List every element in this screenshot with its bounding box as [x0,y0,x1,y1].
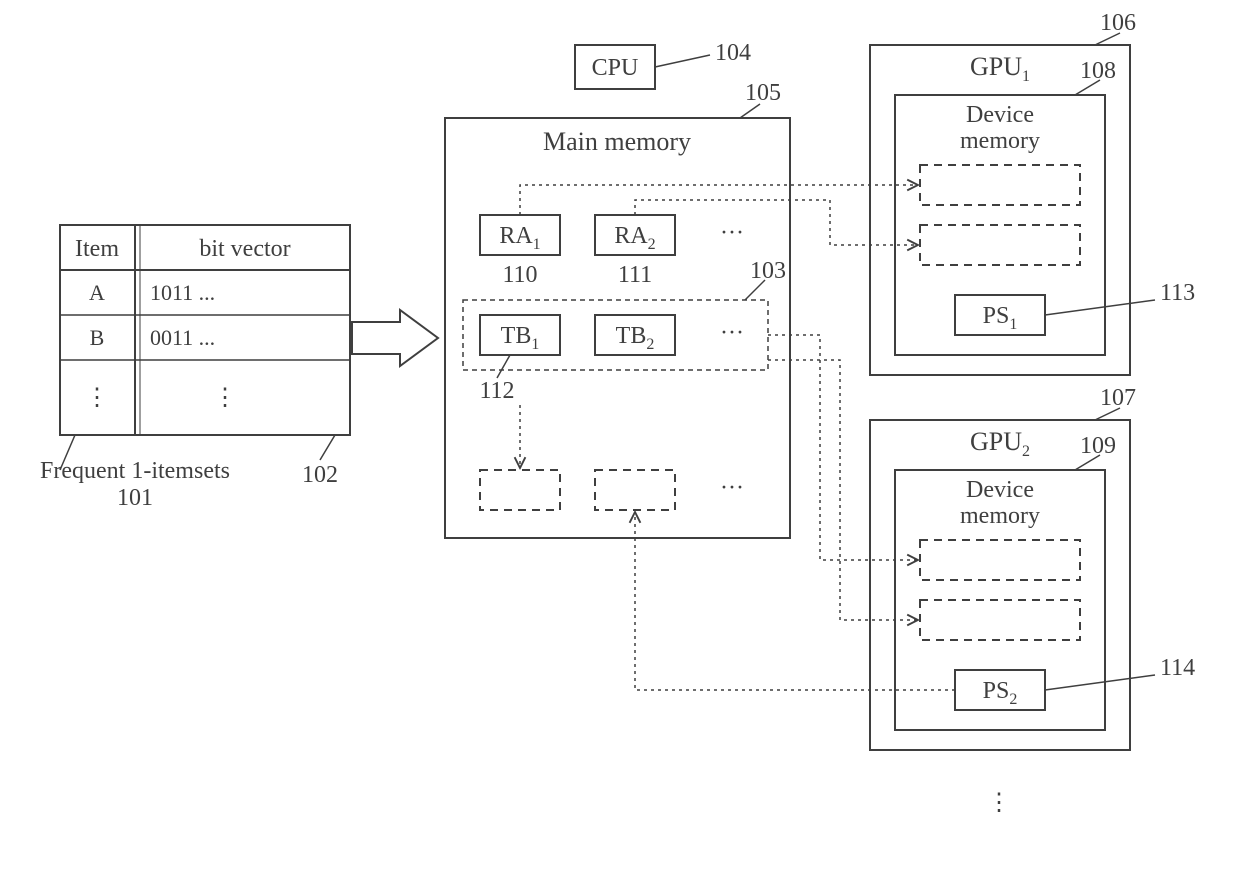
gpu1-devmem-title-2: memory [960,128,1040,154]
ra1-ref: 110 [502,262,537,288]
gpu2-ref: 107 [1100,385,1136,411]
ps2-ref: 114 [1160,655,1195,681]
ellipsis-icon: ··· [720,320,744,346]
gpu2-devmem-title-1: Device [966,477,1034,503]
cpu-ref: 104 [715,40,751,66]
vdots-icon: ⋮ [213,385,237,411]
main-memory-title: Main memory [543,127,691,156]
table-row: B [90,325,105,350]
tb-group-ref: 103 [750,258,786,284]
gpu1-devmem-title-1: Device [966,102,1034,128]
table-row: A [89,280,105,305]
gpu2-block: GPU2 107 Device memory 109 PS2 114 ⋮ [870,385,1195,816]
cpu-label: CPU [592,55,639,81]
gpu1-devmem-ref: 108 [1080,58,1116,84]
table-header-vector: bit vector [199,236,290,262]
table-ref-right: 102 [302,462,338,488]
ra2-ref: 111 [618,262,652,288]
gpu1-ref: 106 [1100,10,1136,36]
table-row: 1011 ... [150,280,215,305]
gpu2-title: GPU2 [970,427,1030,460]
main-memory-block: Main memory 105 RA1 110 RA2 111 ··· 103 … [445,80,790,538]
itemset-table: Item bit vector A 1011 ... B 0011 ... ⋮ … [40,225,350,511]
gpu2-devmem-title-2: memory [960,503,1040,529]
gpu1-block: GPU1 106 Device memory 108 PS1 113 [870,10,1195,375]
gpu2-devmem-ref: 109 [1080,433,1116,459]
gpu1-title: GPU1 [970,52,1030,85]
tb1-ref: 112 [479,378,514,404]
cpu-block: CPU 104 [575,40,751,89]
table-ref-left: 101 [117,485,153,511]
vdots-icon: ⋮ [85,385,109,411]
ps1-ref: 113 [1160,280,1195,306]
main-memory-ref: 105 [745,80,781,106]
table-header-item: Item [75,236,119,262]
table-row: 0011 ... [150,325,215,350]
ellipsis-icon: ··· [720,220,744,246]
vdots-icon: ⋮ [987,790,1013,816]
table-caption: Frequent 1-itemsets [40,458,230,484]
big-arrow-icon [352,310,438,366]
ellipsis-icon: ··· [720,475,744,501]
